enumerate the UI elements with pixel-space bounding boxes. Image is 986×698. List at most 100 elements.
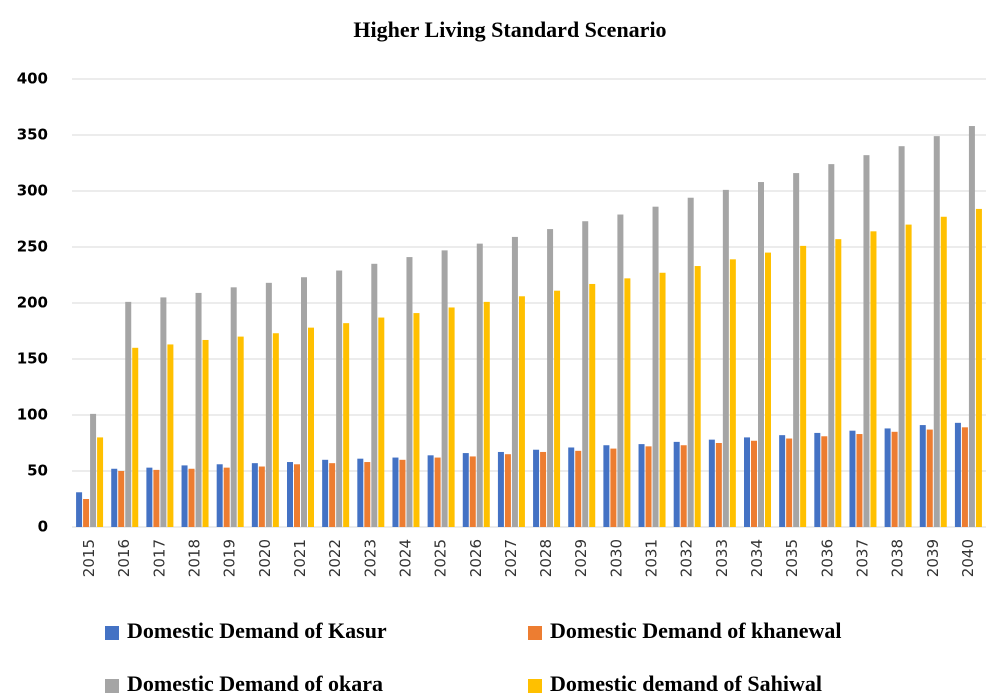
bar (835, 239, 842, 527)
legend-label: Domestic Demand of khanewal (550, 618, 842, 643)
bar (540, 451, 547, 527)
bar (237, 336, 244, 527)
bar (582, 221, 589, 528)
bar (828, 164, 835, 527)
bar (758, 182, 764, 528)
x-tick-label: 2019 (221, 539, 239, 577)
bar (673, 441, 680, 527)
x-tick-label: 2038 (889, 539, 907, 577)
bar (940, 216, 947, 527)
bar (898, 146, 905, 527)
x-tick-label: 2024 (396, 539, 414, 577)
bar (294, 464, 300, 527)
bar (926, 429, 933, 527)
y-tick-label: 200 (17, 294, 48, 312)
bar (90, 413, 97, 527)
bar (547, 229, 554, 527)
bar (476, 243, 483, 527)
bar (160, 297, 167, 527)
bar (504, 454, 511, 527)
x-tick-label: 2028 (537, 539, 555, 577)
bar (265, 282, 272, 527)
bar (975, 208, 982, 528)
bar (343, 323, 350, 527)
legend-swatch (528, 679, 542, 693)
x-tick-label: 2034 (748, 539, 766, 577)
bar (715, 443, 722, 527)
bar (680, 445, 687, 527)
bar (870, 231, 877, 527)
y-tick-label: 100 (17, 406, 48, 424)
bar (258, 466, 265, 527)
bar (118, 471, 125, 527)
bar (624, 278, 631, 527)
x-tick-label: 2025 (432, 539, 450, 577)
legend-swatch (105, 626, 119, 640)
bar (97, 437, 104, 527)
x-tick-label: 2016 (115, 539, 133, 577)
bar (251, 463, 258, 527)
bar (575, 450, 582, 527)
legend-label: Domestic Demand of okara (127, 671, 383, 696)
bar (589, 283, 596, 527)
x-tick-label: 2018 (186, 539, 204, 577)
x-tick-label: 2030 (607, 539, 625, 577)
bar (603, 445, 610, 527)
bar (497, 451, 504, 527)
bar (687, 197, 694, 527)
bar (378, 317, 385, 527)
bar (884, 428, 891, 527)
legend-swatch (528, 626, 542, 640)
bar (462, 453, 469, 527)
bar (272, 333, 279, 527)
y-tick-label: 350 (17, 126, 48, 144)
bar (469, 456, 476, 527)
bar (125, 301, 132, 527)
bar (659, 272, 666, 527)
bar (188, 468, 195, 527)
bar (392, 457, 399, 527)
bar (329, 463, 336, 527)
bar (905, 224, 912, 527)
bar (434, 457, 441, 527)
bar (694, 266, 701, 527)
bar (968, 126, 975, 527)
x-tick-label: 2029 (572, 539, 590, 577)
x-tick-label: 2039 (924, 539, 942, 577)
x-tick-label: 2021 (291, 539, 309, 577)
bar (814, 432, 821, 527)
bar (413, 313, 420, 527)
y-tick-label: 150 (17, 350, 48, 368)
bar (336, 270, 343, 527)
bar (933, 136, 940, 527)
x-tick-label: 2033 (713, 539, 731, 577)
bar (76, 492, 83, 527)
bar (146, 467, 153, 527)
x-tick-label: 2035 (783, 539, 801, 577)
bar (729, 259, 736, 527)
bar (800, 245, 807, 527)
y-tick-label: 300 (17, 182, 48, 200)
bar (610, 448, 617, 527)
bar (779, 435, 786, 527)
legend-label: Domestic demand of Sahiwal (550, 671, 822, 696)
x-tick-label: 2023 (361, 539, 379, 577)
bar (511, 236, 518, 528)
bar (83, 499, 90, 527)
bar (765, 252, 771, 527)
bar (722, 189, 729, 527)
bar (891, 431, 898, 527)
x-tick-label: 2040 (959, 539, 977, 577)
bar (167, 344, 174, 527)
y-tick-label: 400 (17, 70, 48, 88)
x-tick-label: 2022 (326, 539, 344, 577)
bar (617, 214, 624, 527)
bar (406, 257, 413, 527)
chart-title: Higher Living Standard Scenario (353, 17, 666, 42)
bar (554, 290, 561, 527)
bar (652, 206, 659, 527)
bar (202, 339, 209, 527)
bar (287, 462, 293, 527)
bar (533, 449, 540, 527)
